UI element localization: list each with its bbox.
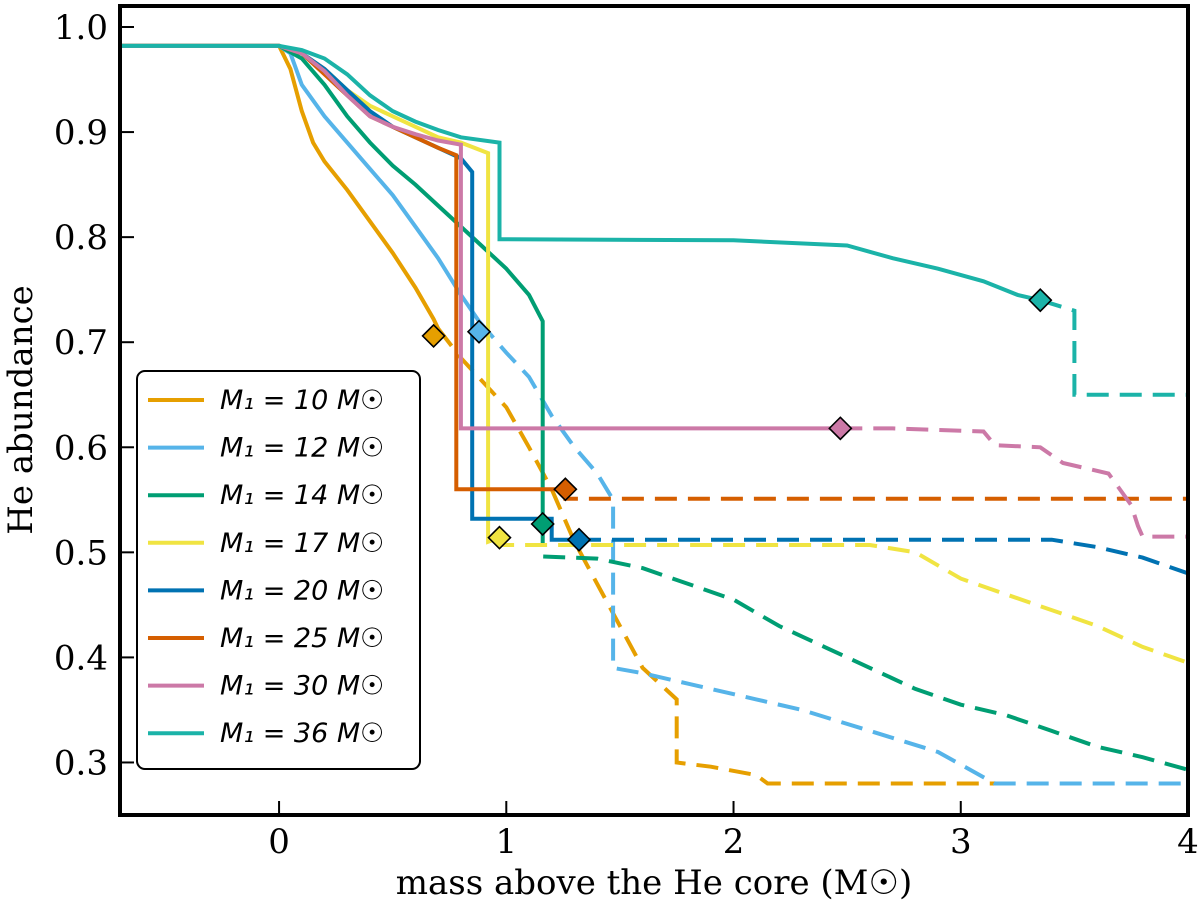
x-tick-label: 2 [723,822,745,862]
y-tick-label: 0.4 [54,638,108,678]
series-5-dashed-line [579,537,1188,576]
legend-label: M₁ = 36 M☉ [220,718,384,749]
series-1-solid-line [120,43,440,330]
legend-label: M₁ = 12 M☉ [220,433,384,464]
y-tick-label: 0.7 [54,323,108,363]
series-7-dashed-line [840,426,1188,539]
y-tick-label: 0.6 [54,428,108,468]
x-tick-label: 4 [1177,822,1199,862]
x-tick-label: 3 [950,822,972,862]
series-7-marker [828,416,853,441]
legend-label: M₁ = 25 M☉ [220,623,384,654]
y-tick-label: 0.5 [54,533,108,573]
series-2-dashed-line [477,319,1188,786]
legend: M₁ = 10 M☉ M₁ = 12 M☉ M₁ = 14 M☉ M₁ = 17 M☉… [136,370,421,770]
legend-box [136,370,421,770]
x-tick-label: 0 [268,822,290,862]
x-axis-title: mass above the He core (M☉) [396,863,912,903]
tick-layer: 0 1 2 3 4 0.3 0.4 0.5 0.6 0.7 0.8 0.9 1.0 [54,8,1199,862]
series-3-solid-line [120,43,545,524]
legend-label: M₁ = 17 M☉ [220,528,384,559]
series-8-solid-line [120,43,1041,303]
y-tick-label: 0.9 [54,113,108,153]
y-axis-title: He abundance [1,285,41,535]
series-6-marker [553,477,578,502]
legend-label: M₁ = 14 M☉ [220,480,384,511]
series-1-dashed-line [436,327,995,786]
series-4-dashed-line [497,537,1188,665]
series-layer [120,43,1188,786]
series-8-marker [1028,288,1053,313]
marker-layer [421,288,1053,552]
series-7-solid-line [120,43,841,431]
series-5-marker [566,527,592,552]
series-1-marker [421,323,446,349]
plot-frame [118,4,1190,817]
x-tick-label: 1 [495,822,517,862]
y-tick-label: 1.0 [54,8,108,48]
y-tick-label: 0.3 [54,743,108,783]
legend-label: M₁ = 10 M☉ [220,385,384,416]
series-3-marker [530,511,555,537]
y-tick-label: 0.8 [54,218,108,258]
legend-label: M₁ = 30 M☉ [220,671,384,702]
series-8-dashed-line [1039,298,1188,397]
series-3-dashed-line [540,524,1188,772]
series-4-marker [487,525,512,550]
legend-label: M₁ = 20 M☉ [220,575,384,606]
series-2-marker [466,319,492,344]
